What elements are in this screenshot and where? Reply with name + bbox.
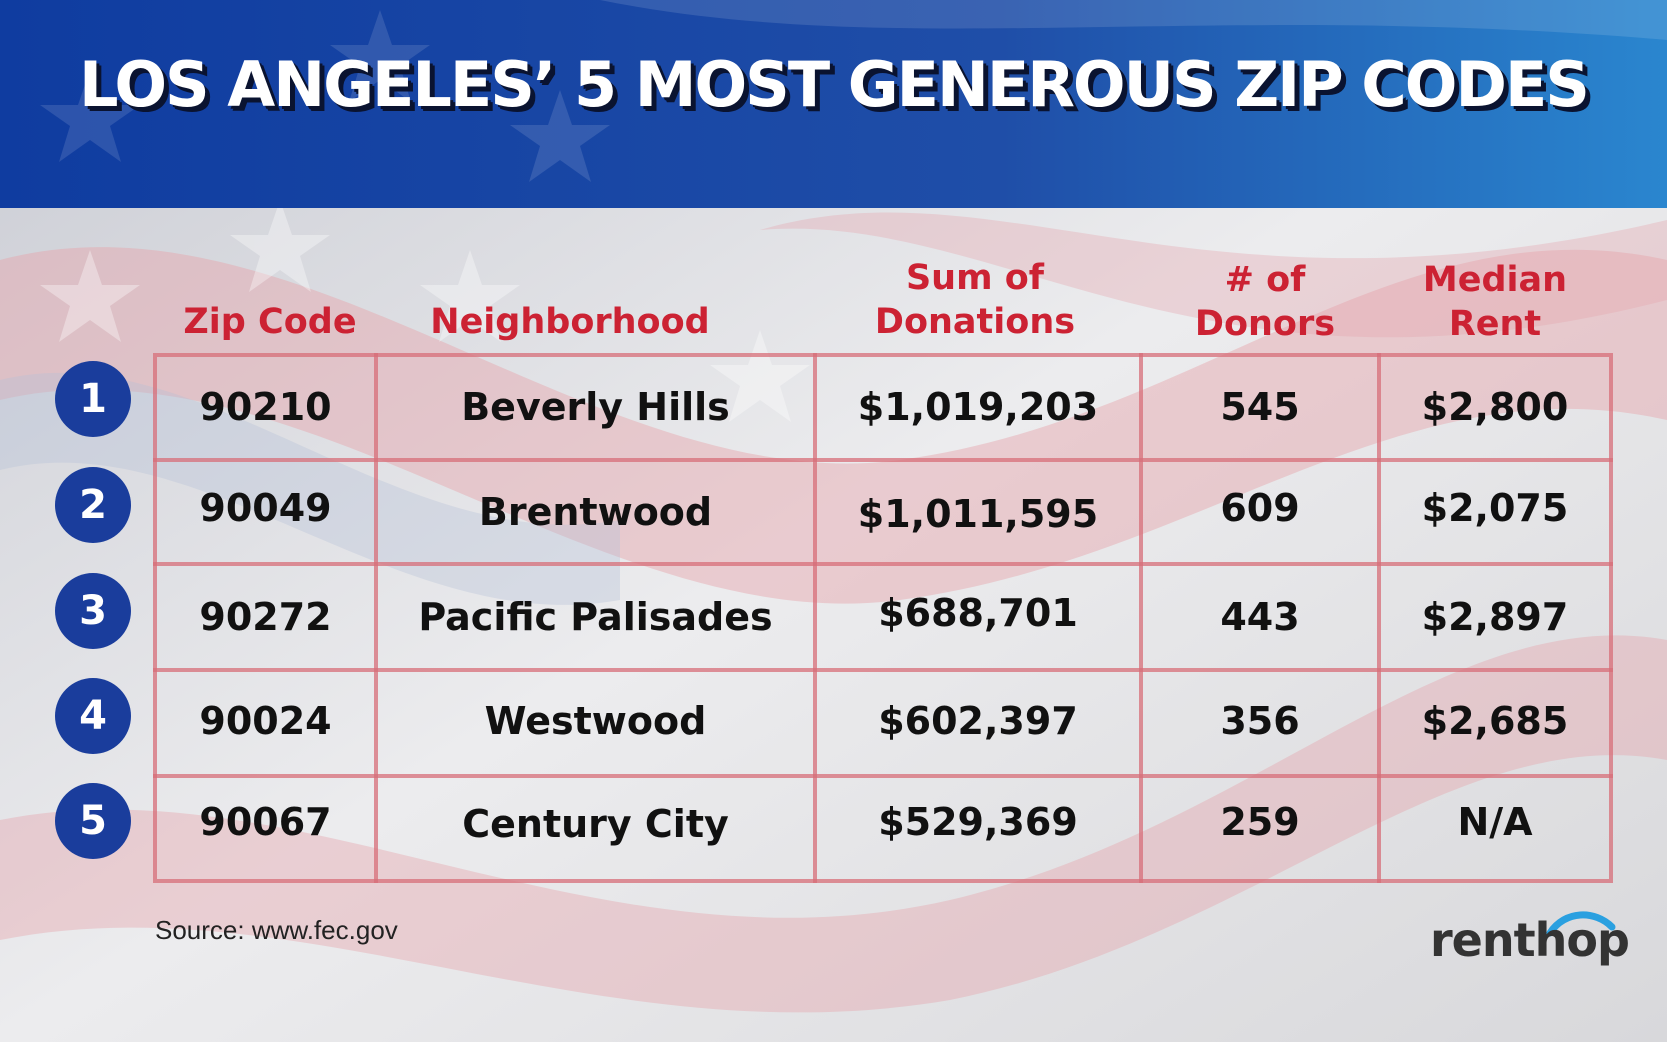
donors-cell: 259: [1220, 800, 1300, 844]
zip-code-cell: 90210: [199, 385, 332, 429]
column-divider: [374, 353, 378, 883]
title-banner: [0, 0, 1667, 208]
source-note: Source: www.fec.gov: [155, 915, 398, 945]
neighborhood-cell: Century City: [462, 802, 729, 846]
header-rent-line1: Median: [1422, 260, 1568, 300]
zip-code-cell: 90049: [199, 486, 332, 530]
neighborhood-cell: Beverly Hills: [461, 385, 730, 429]
zip-code-cell: 90024: [199, 699, 332, 743]
neighborhood-cell: Pacific Palisades: [418, 595, 773, 639]
median-rent-cell: $2,897: [1421, 595, 1569, 639]
column-divider: [813, 353, 817, 883]
donations-cell: $1,019,203: [857, 385, 1099, 429]
header-sum-line2: Donations: [874, 302, 1076, 342]
median-rent-cell: $2,685: [1421, 699, 1569, 743]
donations-cell: $688,701: [878, 591, 1078, 635]
donors-cell: 356: [1220, 699, 1300, 743]
neighborhood-cell: Westwood: [484, 699, 707, 743]
header-neighborhood-label: Neighborhood: [430, 302, 710, 342]
header-rent-line2: Rent: [1448, 304, 1542, 344]
header-zip-code: Zip Code: [170, 300, 370, 344]
donors-cell: 443: [1220, 595, 1300, 639]
row-divider: [153, 458, 1613, 462]
neighborhood-cell: Brentwood: [478, 490, 713, 534]
header-number-of-donors: # of Donors: [1160, 258, 1370, 346]
donations-cell: $602,397: [878, 699, 1078, 743]
header-sum-of-donations: Sum of Donations: [850, 256, 1100, 344]
renthop-logo: renthop: [1430, 905, 1630, 975]
header-zip-code-label: Zip Code: [183, 302, 357, 342]
logo-arc-icon: [1546, 911, 1616, 937]
donors-cell: 545: [1220, 385, 1300, 429]
page-title: LOS ANGELES’ 5 MOST GENEROUS ZIP CODES: [79, 48, 1590, 121]
row-divider: [153, 774, 1613, 778]
zip-code-cell: 90067: [199, 800, 332, 844]
rank-badge: 3: [55, 573, 131, 649]
table-grid: [153, 353, 1613, 883]
donors-cell: 609: [1220, 486, 1300, 530]
donations-cell: $1,011,595: [857, 492, 1099, 536]
column-divider: [1377, 353, 1381, 883]
median-rent-cell: $2,800: [1421, 385, 1569, 429]
column-divider: [1139, 353, 1143, 883]
donations-cell: $529,369: [878, 800, 1078, 844]
rank-badge: 5: [55, 783, 131, 859]
header-sum-line1: Sum of: [905, 258, 1045, 298]
median-rent-cell: $2,075: [1421, 486, 1569, 530]
header-donors-line1: # of: [1224, 260, 1306, 300]
zip-code-cell: 90272: [199, 595, 332, 639]
row-divider: [153, 562, 1613, 566]
median-rent-cell: N/A: [1457, 800, 1533, 844]
row-divider: [153, 668, 1613, 672]
header-neighborhood: Neighborhood: [420, 300, 720, 344]
logo-text: renthop: [1430, 913, 1630, 967]
rank-badge: 2: [55, 467, 131, 543]
rank-badge: 1: [55, 361, 131, 437]
header-median-rent: Median Rent: [1395, 258, 1595, 346]
rank-badge: 4: [55, 678, 131, 754]
header-donors-line2: Donors: [1194, 304, 1336, 344]
